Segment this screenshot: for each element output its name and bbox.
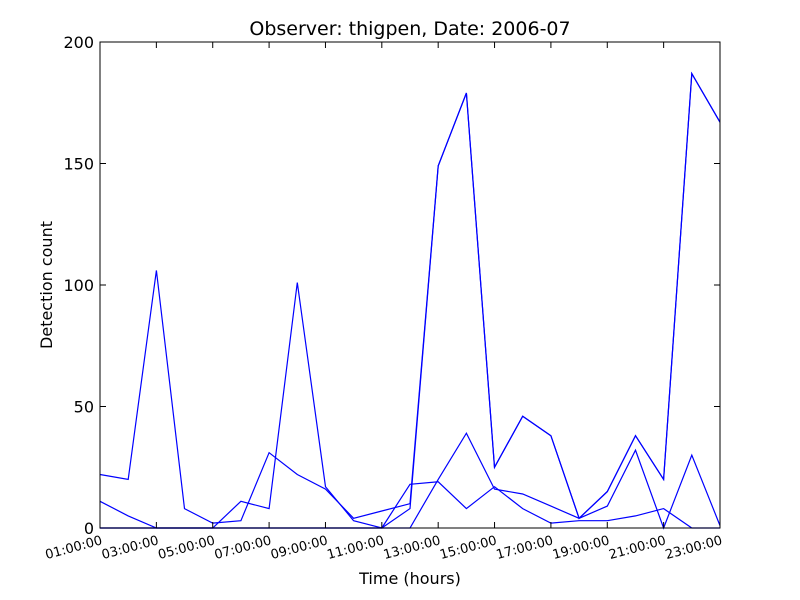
y-axis-label: Detection count [37,221,56,349]
y-tick-label: 100 [63,276,94,295]
y-tick-label: 200 [63,33,94,52]
x-axis-label: Time (hours) [358,569,461,588]
y-tick-label: 0 [84,519,94,538]
y-tick-label: 50 [74,398,94,417]
chart-title: Observer: thigpen, Date: 2006-07 [249,18,570,40]
y-axis: 0 50 100 150 200 [63,33,720,538]
y-tick-label: 150 [63,155,94,174]
